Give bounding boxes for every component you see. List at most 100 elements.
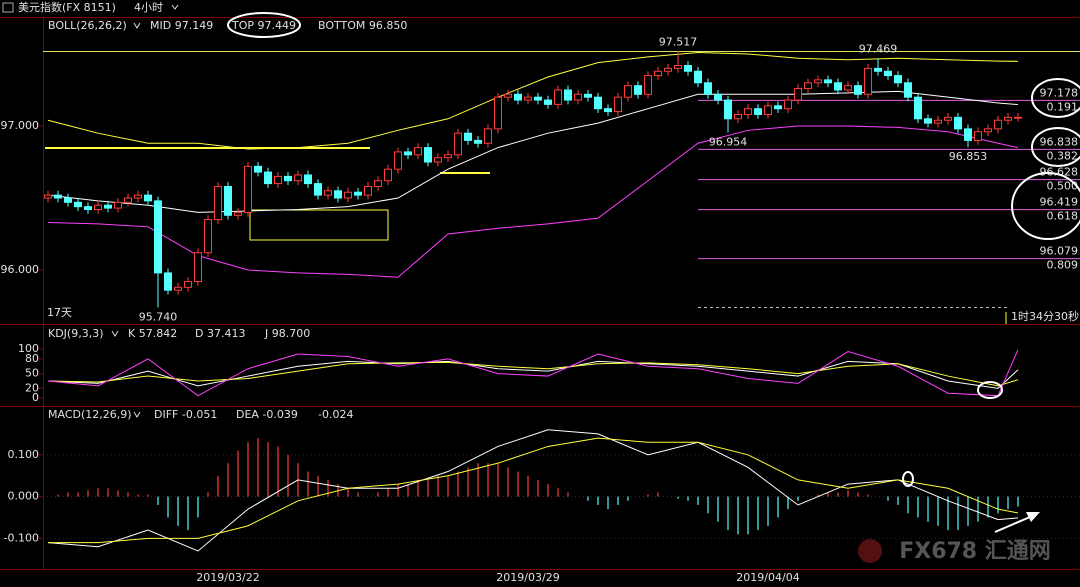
candle-body [844, 85, 852, 91]
candle-body [874, 67, 882, 72]
window-title: 美元指数(FX 8151) [18, 0, 116, 14]
fib-price: 96.079 [1040, 245, 1079, 258]
candle-body [94, 204, 102, 211]
candle-body [954, 116, 962, 130]
legend-entry: TOP 97.449 [231, 19, 296, 32]
watermark-logo [858, 539, 882, 563]
price-label: 96.954 [709, 136, 748, 149]
fib-ratio: 0.809 [1047, 259, 1079, 272]
arrow-head [1026, 512, 1040, 522]
legend-entry: J 98.700 [264, 327, 310, 340]
candle-body [854, 85, 862, 95]
candle-body [714, 93, 722, 101]
candle-body [254, 165, 262, 173]
indicator-line [47, 52, 1019, 150]
price-label: 96.853 [949, 150, 988, 163]
candle-body [554, 89, 562, 105]
candle-body [464, 132, 472, 141]
candle-body [824, 79, 832, 84]
candle-body [864, 67, 872, 95]
y-tick-label: 0 [32, 391, 39, 404]
candle-body [964, 128, 972, 141]
candle-body [394, 151, 402, 170]
highlight-circle [1011, 172, 1080, 240]
fib-price: 96.838 [1040, 135, 1079, 148]
candle-body [784, 99, 792, 110]
title-chevron [133, 411, 141, 418]
legend-entry: BOTTOM 96.850 [318, 19, 407, 32]
candle-body [264, 171, 272, 185]
candle-body [214, 185, 222, 221]
price-label: 97.517 [659, 36, 698, 49]
candle-body [894, 75, 902, 84]
highlight-circle [227, 12, 301, 38]
candle-body [664, 67, 672, 72]
candle-body [494, 96, 502, 130]
candle-body [574, 93, 582, 101]
highlight-circle [1031, 78, 1080, 118]
y-tick-label: 0.100 [8, 448, 40, 461]
window-period[interactable]: 4小时 [134, 1, 163, 14]
y-tick-label: 96.000 [1, 263, 40, 276]
candle-body [504, 93, 512, 98]
candle-body [994, 119, 1002, 130]
candle-body [484, 128, 492, 144]
candle-body [834, 82, 842, 91]
candle-body [284, 175, 292, 182]
candle-body [704, 82, 712, 95]
panel-title: BOLL(26,26,2) [48, 19, 127, 32]
candle-body [984, 128, 992, 133]
fib-ratio: 0.500 [1047, 180, 1079, 193]
candle-body [884, 70, 892, 77]
candle-body [594, 96, 602, 110]
candle-body [634, 85, 642, 95]
legend-entry: K 57.842 [128, 327, 177, 340]
fib-price: 96.628 [1040, 166, 1079, 179]
candle-body [184, 281, 192, 288]
candle-body [194, 252, 202, 283]
candle-body [644, 75, 652, 95]
candle-body [804, 82, 812, 90]
candle-body [344, 191, 352, 199]
panel-title: MACD(12,26,9) [48, 408, 132, 421]
candle-body [134, 194, 142, 199]
x-tick-label: 2019/03/29 [496, 571, 559, 584]
panel-title: KDJ(9,3,3) [48, 327, 104, 340]
candle-body [104, 204, 112, 209]
fib-price: 97.178 [1040, 86, 1079, 99]
arrow [994, 516, 1031, 533]
candle-body [764, 105, 772, 115]
period-chevron[interactable] [171, 4, 179, 10]
x-tick-label: 2019/03/22 [196, 571, 259, 584]
candle-body [354, 191, 362, 196]
y-tick-label: -0.100 [4, 531, 39, 544]
candle-body [334, 190, 342, 199]
indicator-line [48, 437, 1019, 544]
price-label: 97.469 [859, 42, 898, 55]
candle-body [144, 194, 152, 202]
candle-body [54, 194, 62, 199]
candle-body [564, 89, 572, 101]
candle-body [514, 93, 522, 101]
price-label: 95.740 [139, 310, 178, 323]
candle-body [44, 194, 52, 199]
legend-entry: DIFF -0.051 [154, 408, 217, 421]
title-chevron [133, 22, 141, 29]
candle-body [84, 206, 92, 211]
candle-body [814, 79, 822, 84]
candle-body [474, 139, 482, 144]
candle-body [304, 174, 312, 185]
candle-body [374, 180, 382, 187]
fib-ratio: 0.191 [1047, 100, 1079, 113]
candle-body [434, 157, 442, 163]
candle-body [694, 70, 702, 84]
candle-body [314, 183, 322, 196]
watermark: FX678 汇通网 [899, 539, 1051, 564]
candle-body [674, 64, 682, 69]
candle-body [934, 119, 942, 124]
legend-entry: D 37.413 [195, 327, 245, 340]
candle-body [654, 70, 662, 77]
candle-body [364, 185, 372, 196]
candle-body [424, 147, 432, 163]
